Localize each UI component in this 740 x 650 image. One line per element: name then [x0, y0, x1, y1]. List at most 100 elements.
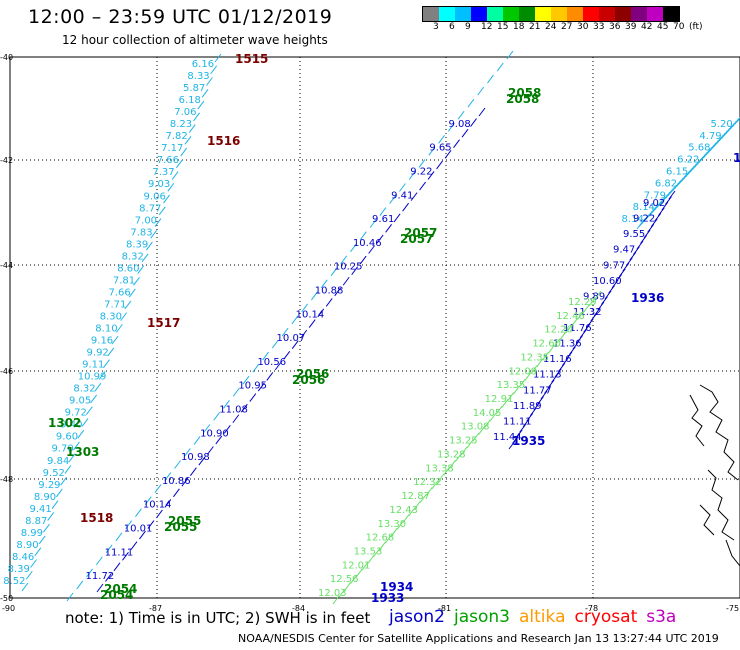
axis-labels: -40 -42 -44 -46 -48 -50-90 -87 -84 -81 -78 -75: [0, 53, 739, 613]
track-tick: [215, 435, 223, 445]
track-tick: [367, 555, 375, 564]
track-tick: [172, 488, 180, 498]
track-tick: [66, 592, 74, 602]
wave-height-value: 14.05: [473, 408, 502, 419]
track-tick: [376, 234, 384, 244]
wave-height-value: 8.14: [633, 202, 655, 213]
wave-height-value: 8.23: [170, 119, 192, 130]
wave-height-value: 6.18: [179, 95, 201, 106]
track-tick: [122, 551, 129, 561]
wave-height-value: 9.77: [603, 260, 625, 271]
track-tick: [536, 358, 544, 368]
track-tick: [379, 207, 387, 216]
wave-height-value: 11.44: [493, 432, 522, 443]
track-tick: [51, 500, 59, 510]
track-tick: [427, 171, 435, 180]
wave-height-value: 12.43: [389, 505, 418, 516]
track-tick: [144, 496, 152, 505]
wave-height-value: 13.53: [354, 546, 383, 557]
track-tick: [107, 347, 115, 357]
color-scale-label: 36: [609, 22, 621, 32]
track-tick: [373, 548, 381, 557]
track-tick: [223, 425, 231, 434]
lon-label: -81: [438, 604, 451, 613]
track-tick: [495, 405, 503, 415]
lat-label: -46: [0, 367, 13, 376]
track-tick: [460, 446, 468, 456]
time-label: 2056: [296, 367, 329, 381]
time-label: 1518: [80, 511, 113, 525]
track-tick: [98, 371, 106, 380]
time-label: 2056: [292, 373, 325, 387]
track-tick: [189, 467, 197, 476]
wave-height-value: 9.05: [69, 396, 91, 407]
track-tick: [577, 311, 584, 320]
track-tick: [402, 514, 410, 523]
track-tick: [472, 433, 480, 442]
track-tick: [271, 339, 279, 349]
time-label: 1935: [512, 434, 545, 448]
time-label: 1516: [207, 134, 240, 148]
track-tick: [461, 128, 469, 138]
track-tick: [174, 460, 181, 469]
wave-height-value: 8.60: [117, 263, 139, 274]
track-tick: [164, 472, 172, 481]
wave-height-value: 7.79: [644, 190, 666, 201]
track-tick: [291, 315, 299, 325]
wave-height-value: 9.55: [623, 229, 645, 240]
track-tick: [240, 403, 248, 413]
map-grid: [9, 56, 740, 599]
track-tick: [338, 588, 346, 598]
wave-height-value: 11.32: [573, 307, 602, 318]
wave-height-value: 9.92: [87, 348, 109, 359]
wave-height-value: 12.01: [342, 560, 371, 571]
track-tick: [47, 512, 55, 521]
track-tick: [283, 350, 291, 360]
track-tick: [257, 382, 265, 392]
wave-height-value: 8.32: [122, 251, 144, 262]
track-tick: [582, 304, 590, 313]
wave-height-value: 5.20: [710, 119, 732, 130]
track-tick: [38, 535, 46, 545]
wave-height-value: 8.46: [12, 552, 34, 563]
track-tick: [30, 559, 37, 568]
lon-label: -90: [2, 604, 15, 613]
time-label: 2055: [168, 514, 201, 528]
wave-height-value: 9.11: [82, 360, 104, 371]
track-tick: [351, 266, 359, 275]
color-scale-label: 45: [657, 22, 669, 32]
track-tick: [184, 135, 192, 145]
time-label: 2057: [400, 232, 433, 246]
track-tick: [438, 135, 445, 144]
lon-label: -78: [585, 604, 598, 613]
lon-label: -75: [726, 604, 739, 613]
coastline-segment: [699, 504, 715, 536]
track-tick: [300, 329, 308, 339]
color-scale-label: 6: [449, 22, 455, 32]
track-tick: [368, 245, 376, 254]
wave-height-value: 8.33: [187, 71, 209, 82]
track-tick: [81, 418, 89, 427]
wave-height-value: 10.98: [181, 452, 210, 463]
time-label: 1934: [380, 580, 413, 594]
color-scale-label: 27: [561, 22, 573, 32]
color-swatch: [487, 7, 503, 21]
wave-height-value: 9.29: [38, 480, 60, 491]
wave-height-value: 12.60: [532, 339, 561, 350]
color-swatch: [647, 7, 663, 21]
color-scale-label: 12: [481, 22, 493, 32]
legend-cryosat: cryosat: [574, 607, 638, 627]
wave-height-value: 7.06: [174, 107, 196, 118]
track-tick: [154, 484, 162, 493]
wave-height-value: 13.35: [497, 380, 526, 391]
wave-height-value: 9.89: [583, 292, 605, 303]
track-tick: [139, 530, 146, 540]
wave-height-value: 8.52: [3, 576, 25, 587]
wave-height-value: 8.10: [95, 324, 117, 335]
wave-height-value: 10.90: [200, 428, 229, 439]
wave-height-value: 8.99: [21, 528, 43, 539]
track-tick: [399, 183, 406, 192]
track-tick: [487, 74, 494, 84]
legend-altika: altika: [519, 607, 566, 627]
track-tick: [444, 150, 452, 159]
